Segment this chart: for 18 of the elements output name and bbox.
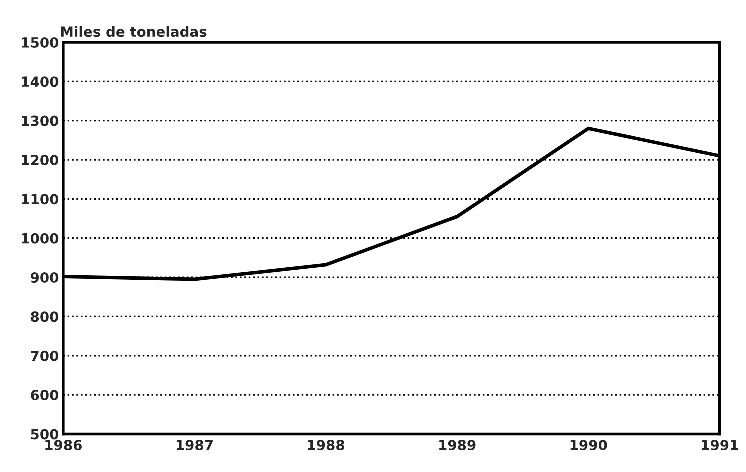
y-axis-title: Miles de toneladas: [61, 26, 207, 38]
y-tick-label: 1100: [22, 194, 59, 205]
x-tick-label: 1991: [702, 440, 738, 451]
x-tick-label: 1990: [570, 440, 608, 451]
x-tick-label: 1988: [308, 440, 344, 451]
x-tick-label: 1987: [176, 440, 213, 451]
y-tick-label: 1400: [22, 76, 59, 88]
y-tick-label: 500: [31, 429, 59, 440]
x-tick-label: 1989: [440, 440, 476, 451]
y-tick-label: 700: [31, 350, 59, 362]
y-tick-label: 1200: [22, 154, 59, 166]
y-tick-label: 800: [31, 312, 59, 322]
y-tick-label: 1000: [22, 233, 59, 244]
y-tick-label: 1500: [22, 37, 59, 48]
y-tick-label: 900: [30, 272, 59, 284]
y-tick-label: 600: [31, 390, 59, 401]
x-tick-label: 1986: [46, 440, 82, 451]
y-tick-label: 1300: [22, 116, 59, 126]
